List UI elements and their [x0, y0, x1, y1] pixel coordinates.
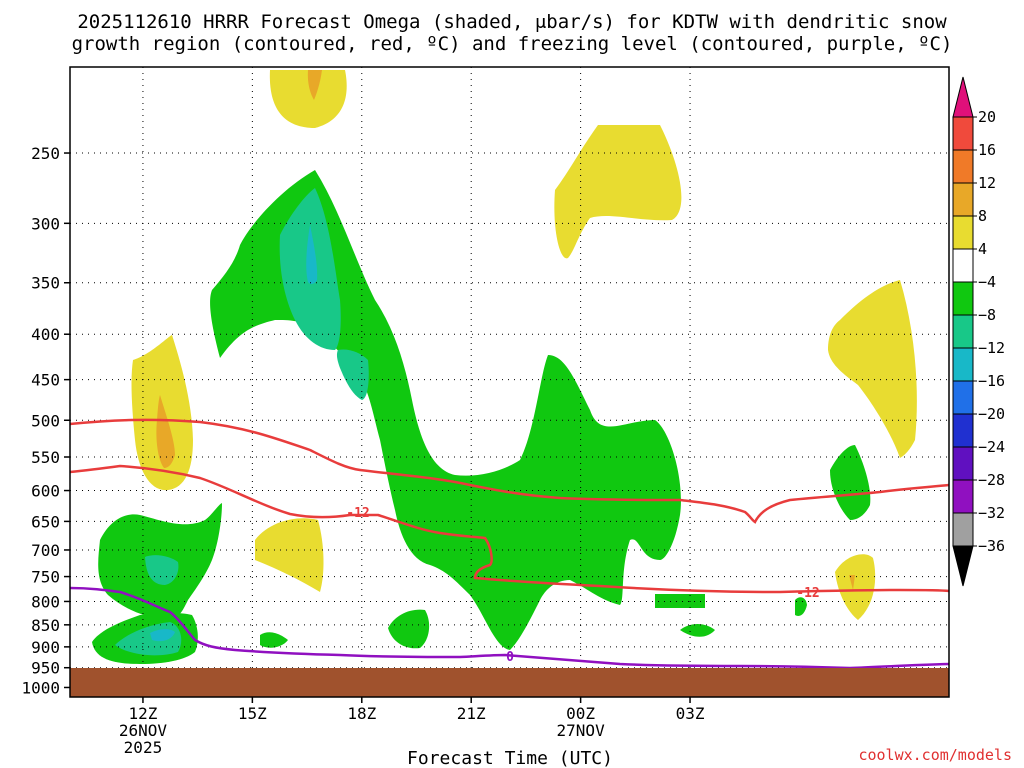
colorbar-label: 16 [978, 141, 996, 159]
x-tick-date: 27NOV [557, 721, 606, 740]
colorbar-segment [952, 248, 974, 283]
plot-frame [69, 66, 950, 698]
credit-text: coolwx.com/models [858, 746, 1012, 764]
omega-area-green-17z [388, 609, 430, 649]
y-tick-label: 900 [31, 638, 60, 657]
y-tick-label: 950 [31, 659, 60, 678]
colorbar-segment [952, 182, 974, 217]
dendritic-contour-upper [69, 418, 950, 524]
omega-area-yellow-02z [835, 554, 876, 620]
dendritic-contours: -12 -12 [69, 418, 950, 601]
colorbar-label: −20 [978, 405, 1005, 423]
y-tick-label: 350 [31, 274, 60, 293]
colorbar-segment [952, 380, 974, 415]
omega-shaded-negative [92, 170, 871, 664]
colorbar-segment [952, 215, 974, 250]
freezing-level-label: 0 [506, 650, 514, 665]
colorbar-label: −24 [978, 438, 1005, 456]
dendritic-contour-lower [69, 464, 950, 594]
colorbar-segment [952, 314, 974, 349]
omega-area-cyan-12z-bottom [150, 629, 175, 642]
y-tick-label: 850 [31, 616, 60, 635]
omega-area-yellow-top [269, 70, 347, 128]
terrain-below-surface [70, 668, 949, 697]
x-tick-label: 03Z [676, 704, 705, 723]
y-tick-label: 400 [31, 325, 60, 344]
colorbar-label: 12 [978, 174, 996, 192]
colorbar-segment [952, 347, 974, 382]
dendritic-contour-label-lower: -12 [796, 586, 819, 601]
omega-area-green-15z-small [260, 632, 288, 648]
x-tick-label: 21Z [457, 704, 486, 723]
omega-area-orange-12z [156, 395, 175, 468]
colorbar-label: −12 [978, 339, 1005, 357]
y-tick-label: 550 [31, 448, 60, 467]
freezing-level-line [69, 586, 950, 670]
y-tick-label: 300 [31, 214, 60, 233]
colorbar-label: −32 [978, 504, 1005, 522]
y-tick-label: 750 [31, 568, 60, 587]
omega-area-green-01z [795, 597, 807, 616]
colorbar-label: 8 [978, 207, 987, 225]
colorbar-segment [952, 479, 974, 514]
omega-area-yellow-03z [828, 280, 917, 458]
colorbar-segment [952, 512, 974, 547]
colorbar-label: −4 [978, 273, 996, 291]
y-tick-label: 800 [31, 592, 60, 611]
colorbar-segment [952, 446, 974, 481]
dendritic-contour-label-upper: -12 [346, 506, 369, 521]
y-tick-label: 600 [31, 482, 60, 501]
omega-area-cyan-15z [306, 225, 318, 285]
omega-area-green-02z [830, 445, 871, 520]
omega-area-orange-top [307, 70, 322, 100]
colorbar-label: −28 [978, 471, 1005, 489]
colorbar-segment [952, 281, 974, 316]
x-axis-label: Forecast Time (UTC) [407, 748, 613, 768]
colorbar-label: −16 [978, 372, 1005, 390]
omega-area-green-23z [680, 624, 715, 637]
colorbar-segment [952, 149, 974, 184]
y-tick-label: 500 [31, 411, 60, 430]
omega-area-yellow-15z [255, 518, 324, 592]
colorbar-label: −36 [978, 537, 1005, 555]
freezing-level-contour: 0 [69, 586, 950, 670]
colorbar-segment [952, 413, 974, 448]
y-tick-label: 450 [31, 371, 60, 390]
x-tick-year: 2025 [124, 738, 163, 757]
colorbar: 20 16 12 8 4 −4 −8 −12 −16 −20 −24 −28 −32 −36 [952, 76, 1005, 587]
y-tick-label: 700 [31, 541, 60, 560]
gridlines [70, 67, 949, 697]
x-tick-label: 15Z [238, 704, 267, 723]
colorbar-segment-bottom [952, 545, 974, 587]
colorbar-segment [952, 116, 974, 151]
colorbar-label: 4 [978, 240, 987, 258]
x-tick-label: 12Z [128, 704, 157, 723]
chart-title-line1: 2025112610 HRRR Forecast Omega (shaded, … [77, 11, 947, 33]
omega-area-teal-16z [336, 349, 369, 400]
y-axis: 250 300 350 400 450 500 550 600 650 700 750 800 850 9… [21, 144, 70, 697]
colorbar-label: 20 [978, 108, 996, 126]
x-tick-label: 00Z [566, 704, 595, 723]
colorbar-label: −8 [978, 306, 996, 324]
x-tick-date: 26NOV [119, 721, 168, 740]
omega-shaded-positive [131, 70, 917, 620]
colorbar-segment-top [952, 76, 974, 118]
y-tick-label: 1000 [21, 678, 60, 697]
chart-title-line2: growth region (contoured, red, ºC) and f… [72, 33, 953, 55]
y-tick-label: 650 [31, 512, 60, 531]
omega-area-green-22z-rect [655, 594, 705, 608]
y-tick-label: 250 [31, 144, 60, 163]
x-tick-label: 18Z [347, 704, 376, 723]
plot-area: -12 -12 0 [69, 66, 950, 698]
omega-area-yellow-21z [554, 125, 682, 259]
omega-area-orange-02z [849, 575, 855, 590]
omega-area-teal-12z [145, 555, 179, 585]
